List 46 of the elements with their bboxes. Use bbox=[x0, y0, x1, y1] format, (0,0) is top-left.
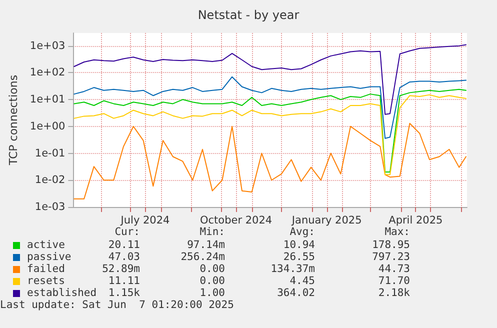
text: 0.00 bbox=[198, 263, 225, 275]
text: 364.02 bbox=[276, 287, 315, 299]
text: 178.95 bbox=[371, 239, 410, 251]
y-axis-title: TCP connections bbox=[7, 74, 20, 166]
text: 1.00 bbox=[198, 287, 225, 299]
text: 2.18k bbox=[377, 287, 410, 299]
legend-label: established bbox=[27, 287, 97, 299]
text: Avg: bbox=[288, 226, 315, 238]
y-tick-label: 1e+03 bbox=[30, 40, 66, 52]
x-tick-label: October 2024 bbox=[200, 214, 272, 226]
x-tick-label: January 2025 bbox=[290, 214, 362, 226]
text: 134.37m bbox=[270, 263, 315, 275]
text: 11.11 bbox=[107, 275, 140, 287]
y-tick-label: 1e-02 bbox=[34, 174, 66, 186]
text: 26.55 bbox=[282, 251, 315, 263]
text: Last update: Sat Jun 7 01:20:00 2025 bbox=[0, 299, 235, 312]
text: 20.11 bbox=[107, 239, 140, 251]
y-tick-label: 1e-01 bbox=[34, 147, 66, 160]
text: 47.03 bbox=[107, 251, 140, 263]
y-tick-label: 1e+00 bbox=[30, 120, 66, 132]
text: Cur: bbox=[114, 226, 140, 238]
line-series bbox=[74, 76, 467, 139]
legend-label: active bbox=[27, 239, 65, 251]
x-tick-label: July 2024 bbox=[120, 214, 170, 226]
y-tick-label: 1e+01 bbox=[30, 94, 66, 106]
text: 44.73 bbox=[377, 263, 410, 275]
x-tick-label: April 2025 bbox=[388, 214, 443, 226]
y-tick-label: 1e+02 bbox=[30, 66, 66, 79]
text: 71.70 bbox=[377, 275, 410, 287]
text: 256.24m bbox=[180, 251, 225, 263]
line-series bbox=[74, 44, 467, 115]
line-series bbox=[74, 122, 467, 200]
text: 0.00 bbox=[198, 275, 225, 287]
chart-title: Netstat - by year bbox=[198, 8, 300, 22]
text: 97.14m bbox=[186, 239, 225, 251]
legend-label: passive bbox=[27, 251, 72, 263]
text: 1.15k bbox=[108, 287, 140, 299]
text: 4.45 bbox=[288, 275, 315, 287]
text: Max: bbox=[384, 226, 410, 238]
y-tick-label: 1e-03 bbox=[34, 201, 66, 213]
text: 52.89m bbox=[101, 263, 140, 275]
text: 10.94 bbox=[282, 239, 315, 251]
legend-label: failed bbox=[27, 263, 65, 275]
legend-label: resets bbox=[27, 275, 65, 287]
text: 797.23 bbox=[371, 251, 410, 263]
text: Min: bbox=[198, 226, 225, 238]
